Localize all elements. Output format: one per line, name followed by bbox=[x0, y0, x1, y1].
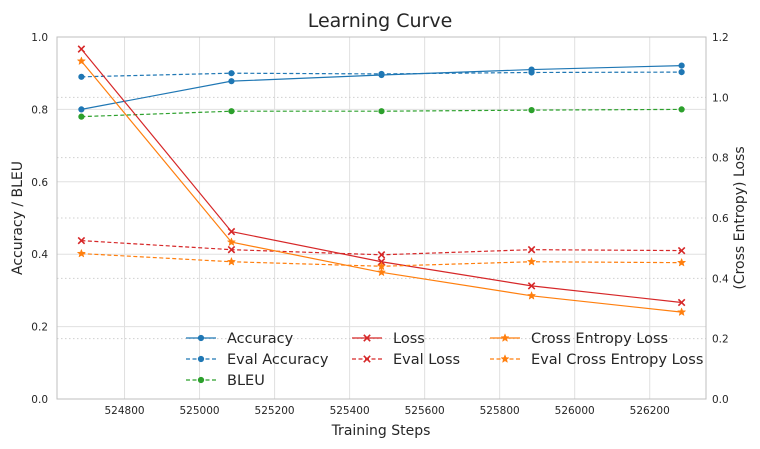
series-bleu bbox=[78, 106, 685, 120]
y-tick-label-left: 0.2 bbox=[31, 322, 48, 334]
data-point bbox=[526, 256, 537, 266]
x-tick-label: 525400 bbox=[330, 405, 370, 417]
legend-entry: Loss bbox=[352, 331, 425, 347]
data-point bbox=[678, 106, 685, 113]
series-cross-entropy-loss bbox=[76, 56, 687, 317]
data-point bbox=[228, 78, 235, 85]
legend-label: Eval Accuracy bbox=[227, 352, 329, 368]
y-tick-label-right: 0.4 bbox=[712, 273, 729, 285]
data-point bbox=[378, 108, 385, 115]
data-point bbox=[228, 108, 235, 115]
legend-entry: Cross Entropy Loss bbox=[490, 331, 668, 347]
data-point bbox=[77, 45, 86, 53]
y-axis-label-right: (Cross Entropy) Loss bbox=[732, 146, 748, 289]
legend-entry: Eval Loss bbox=[352, 352, 460, 368]
data-point bbox=[677, 298, 686, 307]
data-point bbox=[378, 70, 385, 78]
y-axis-label-left: Accuracy / BLEU bbox=[10, 161, 26, 275]
legend-entry: Accuracy bbox=[186, 331, 294, 347]
x-tick-label: 526200 bbox=[630, 405, 670, 417]
x-tick-label: 525600 bbox=[405, 405, 445, 417]
data-point bbox=[377, 251, 386, 259]
legend-entry: Eval Accuracy bbox=[186, 352, 329, 368]
series-line bbox=[80, 60, 682, 313]
data-point bbox=[526, 290, 537, 300]
legend-label: Loss bbox=[393, 331, 425, 347]
data-point bbox=[226, 256, 237, 266]
y-tick-label-left: 0.6 bbox=[31, 177, 48, 189]
series-eval-loss bbox=[77, 236, 686, 259]
series-line bbox=[81, 240, 682, 256]
x-tick-label: 524800 bbox=[104, 405, 144, 417]
data-point bbox=[376, 267, 387, 277]
data-point bbox=[527, 245, 536, 254]
data-point bbox=[528, 69, 535, 76]
data-point bbox=[678, 62, 685, 69]
y-tick-label-right: 0.6 bbox=[712, 213, 729, 225]
tick-labels: 524800 525000 525200 525400 525600 525800 5260… bbox=[31, 32, 729, 417]
data-point bbox=[228, 70, 235, 77]
legend-marker bbox=[500, 354, 510, 363]
data-point bbox=[678, 69, 685, 76]
y-tick-label-left: 0.4 bbox=[31, 249, 48, 261]
legend-label: Eval Cross Entropy Loss bbox=[531, 352, 703, 368]
legend-label: Accuracy bbox=[227, 331, 294, 347]
legend-marker bbox=[197, 376, 205, 384]
y-tick-label-left: 0.8 bbox=[31, 104, 48, 116]
data-point bbox=[76, 248, 87, 258]
data-point bbox=[78, 113, 85, 120]
legend: Accuracy Eval Accuracy BLEU Loss Eval Loss Cr… bbox=[186, 331, 703, 389]
y-tick-label-right: 1.2 bbox=[712, 32, 729, 44]
series-accuracy bbox=[78, 62, 685, 113]
data-point bbox=[376, 261, 387, 271]
data-point bbox=[677, 246, 686, 255]
data-point bbox=[76, 56, 87, 66]
legend-label: Eval Loss bbox=[393, 352, 460, 368]
data-point bbox=[227, 227, 236, 236]
legend-entry: Eval Cross Entropy Loss bbox=[490, 352, 703, 368]
data-point bbox=[676, 257, 687, 267]
data-point bbox=[78, 73, 85, 80]
y-tick-label-left: 1.0 bbox=[31, 32, 48, 44]
x-tick-label: 525800 bbox=[480, 405, 520, 417]
legend-marker bbox=[197, 355, 205, 363]
series-eval-accuracy bbox=[78, 69, 685, 80]
legend-marker bbox=[197, 334, 205, 342]
legend-marker bbox=[363, 355, 371, 363]
data-point bbox=[78, 106, 85, 113]
legend-marker bbox=[363, 334, 371, 342]
plot-frame bbox=[56, 36, 707, 400]
y-tick-label-right: 0.0 bbox=[712, 394, 729, 406]
data-point bbox=[676, 307, 687, 317]
x-tick-label: 525000 bbox=[180, 405, 220, 417]
data-point bbox=[227, 245, 236, 254]
y-tick-label-right: 1.0 bbox=[712, 92, 729, 104]
legend-label: Cross Entropy Loss bbox=[531, 331, 668, 347]
data-point bbox=[226, 237, 237, 247]
series-eval-cross-entropy-loss bbox=[76, 248, 687, 271]
legend-label: BLEU bbox=[227, 373, 265, 389]
y-tick-label-right: 0.2 bbox=[712, 334, 729, 346]
x-axis-label: Training Steps bbox=[331, 423, 431, 439]
data-point bbox=[527, 282, 536, 290]
legend-marker bbox=[500, 333, 510, 342]
data-point bbox=[77, 236, 86, 245]
y-tick-label-right: 0.8 bbox=[712, 153, 729, 165]
y-tick-label-left: 0.0 bbox=[31, 394, 48, 406]
data-point bbox=[528, 107, 535, 114]
legend-entry: BLEU bbox=[186, 373, 265, 389]
x-tick-label: 526000 bbox=[555, 405, 595, 417]
chart-title: Learning Curve bbox=[308, 10, 453, 32]
series-layer bbox=[76, 45, 687, 317]
x-tick-label: 525200 bbox=[255, 405, 295, 417]
